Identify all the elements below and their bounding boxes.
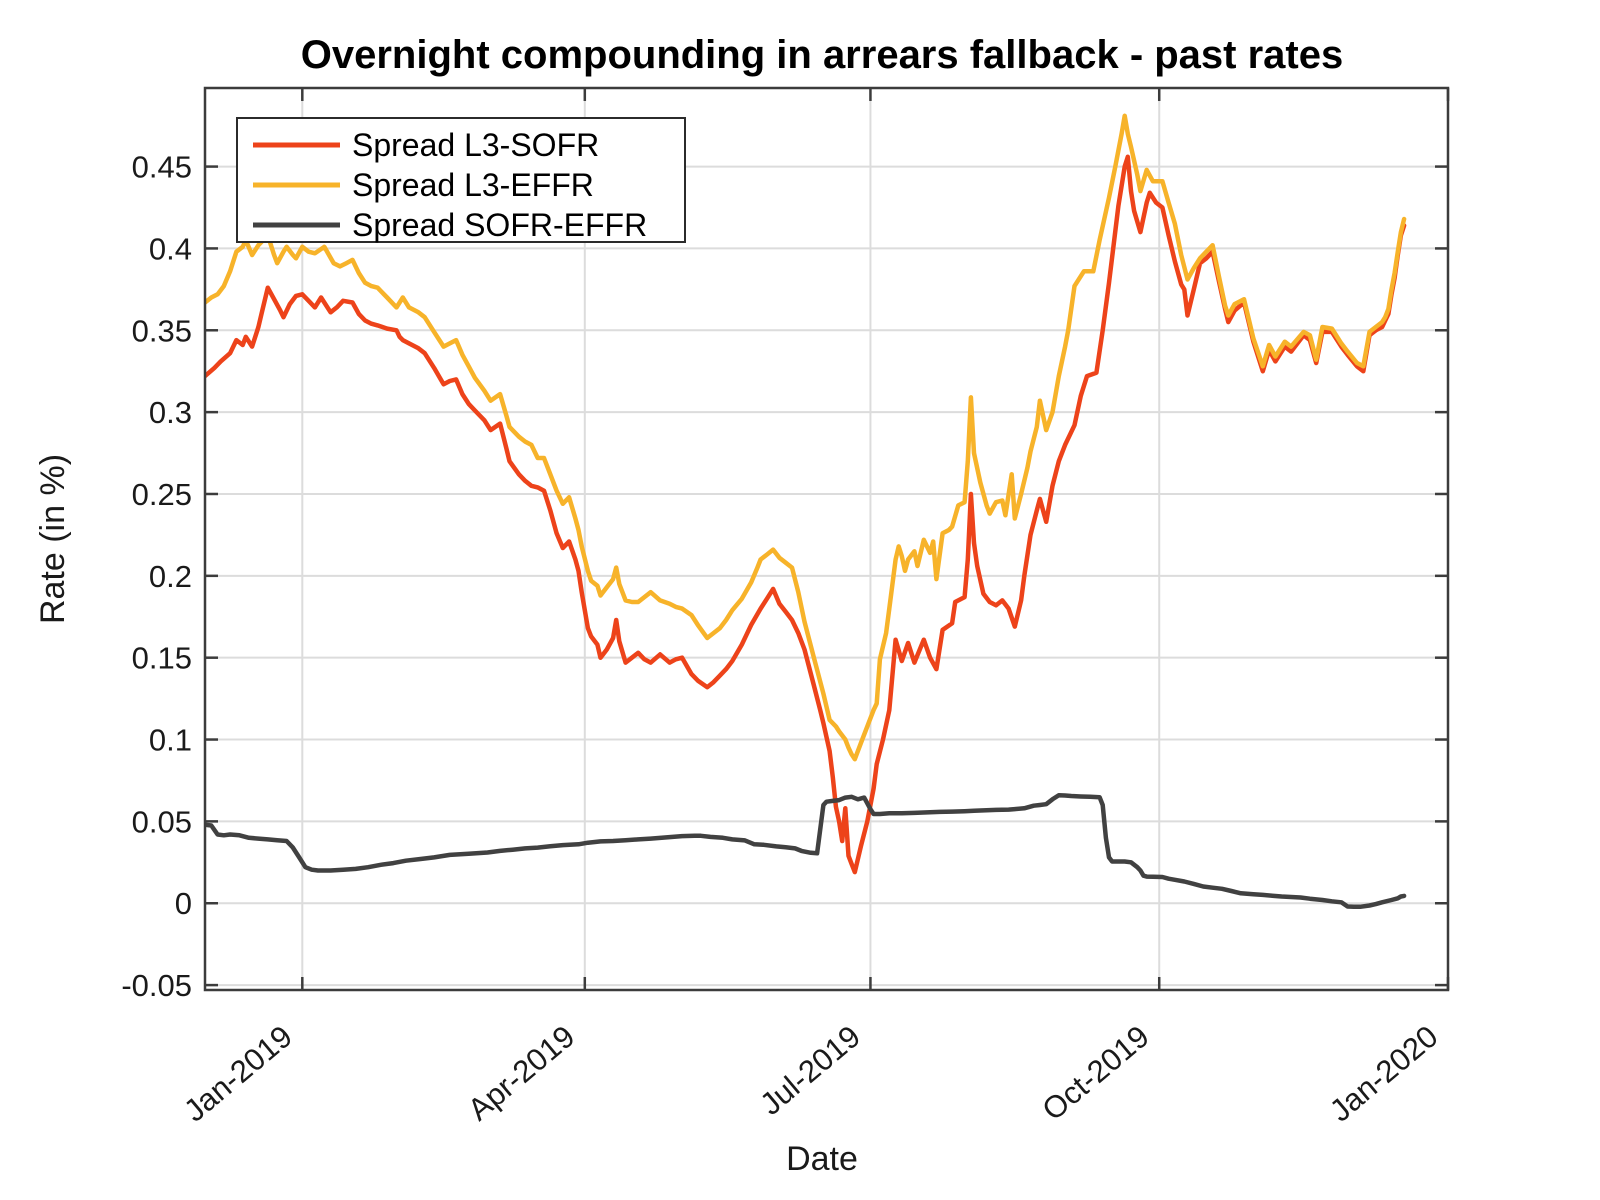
chart-title: Overnight compounding in arrears fallbac…	[301, 33, 1343, 77]
y-tick-label: 0.35	[132, 313, 192, 348]
y-tick-label: 0.4	[149, 231, 192, 266]
x-tick-label: Oct-2019	[1036, 1019, 1156, 1128]
series-line-spread-sofr-effr	[205, 792, 1407, 910]
y-tick-label: 0.05	[132, 804, 192, 839]
legend-label: Spread L3-SOFR	[352, 127, 599, 163]
legend: Spread L3-SOFR Spread L3-EFFR Spread SOFR-…	[236, 117, 686, 243]
legend-label: Spread SOFR-EFFR	[352, 207, 647, 243]
legend-box	[236, 117, 686, 243]
y-tick-label: 0.25	[132, 477, 192, 512]
series-line-spread-l3-sofr	[205, 154, 1407, 875]
y-tick-label: -0.05	[121, 968, 192, 1003]
y-tick-label: 0.3	[149, 395, 192, 430]
x-tick-label: Jul-2019	[753, 1019, 867, 1122]
y-tick-label: 0.1	[149, 723, 192, 758]
legend-item: Spread SOFR-EFFR	[253, 207, 647, 243]
x-tick-label: Apr-2019	[461, 1019, 581, 1128]
x-tick-label: Jan-2020	[1323, 1019, 1445, 1129]
legend-item: Spread L3-SOFR	[253, 127, 599, 163]
legend-label: Spread L3-EFFR	[352, 167, 594, 203]
y-tick-label: 0.15	[132, 641, 192, 676]
y-tick-label: 0.2	[149, 559, 192, 594]
y-tick-label: 0.45	[132, 150, 192, 185]
data-series-layer	[205, 113, 1407, 910]
x-axis-label: Date	[786, 1140, 858, 1178]
axis-box	[203, 86, 1450, 992]
series-line-spread-l3-effr	[205, 113, 1407, 762]
x-tick-label: Jan-2019	[177, 1019, 299, 1129]
legend-item: Spread L3-EFFR	[253, 167, 594, 203]
y-axis-label: Rate (in %)	[34, 454, 72, 624]
y-tick-label: 0	[175, 886, 192, 921]
